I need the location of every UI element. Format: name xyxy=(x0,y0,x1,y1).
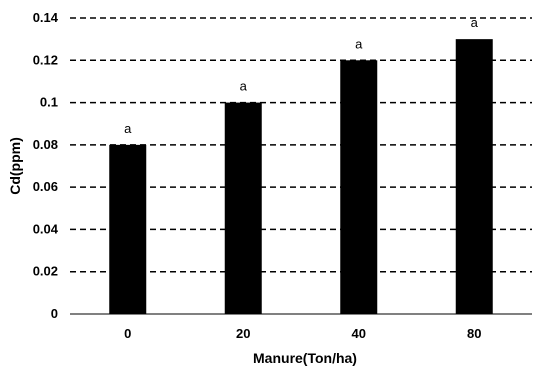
gridlines xyxy=(70,17,532,273)
x-tick-label: 40 xyxy=(352,326,366,341)
x-tick-labels: 0 20 40 80 xyxy=(124,326,481,341)
data-labels: a a a a xyxy=(124,15,479,136)
bars xyxy=(109,39,493,315)
bar xyxy=(455,39,493,315)
y-tick-label: 0.02 xyxy=(33,264,58,279)
y-tick-label: 0.12 xyxy=(33,52,58,67)
y-tick-label: 0 xyxy=(51,306,58,321)
x-tick-label: 0 xyxy=(124,326,131,341)
x-tick-label: 20 xyxy=(236,326,250,341)
data-label: a xyxy=(355,36,363,51)
y-tick-label: 0.04 xyxy=(33,221,59,236)
bar xyxy=(224,102,262,314)
bar xyxy=(340,60,378,315)
y-tick-label: 0.1 xyxy=(40,95,58,110)
y-tick-label: 0.06 xyxy=(33,179,58,194)
bar xyxy=(109,144,147,314)
y-tick-label: 0.14 xyxy=(33,10,59,25)
data-label: a xyxy=(240,79,248,94)
x-axis-title: Manure(Ton/ha) xyxy=(253,350,357,366)
x-tick-label: 80 xyxy=(467,326,481,341)
y-axis-title: Cd(ppm) xyxy=(7,137,23,195)
data-label: a xyxy=(124,121,132,136)
data-label: a xyxy=(471,15,479,30)
y-tick-label: 0.08 xyxy=(33,137,58,152)
y-tick-labels: 0 0.02 0.04 0.06 0.08 0.1 0.12 0.14 xyxy=(33,10,59,321)
